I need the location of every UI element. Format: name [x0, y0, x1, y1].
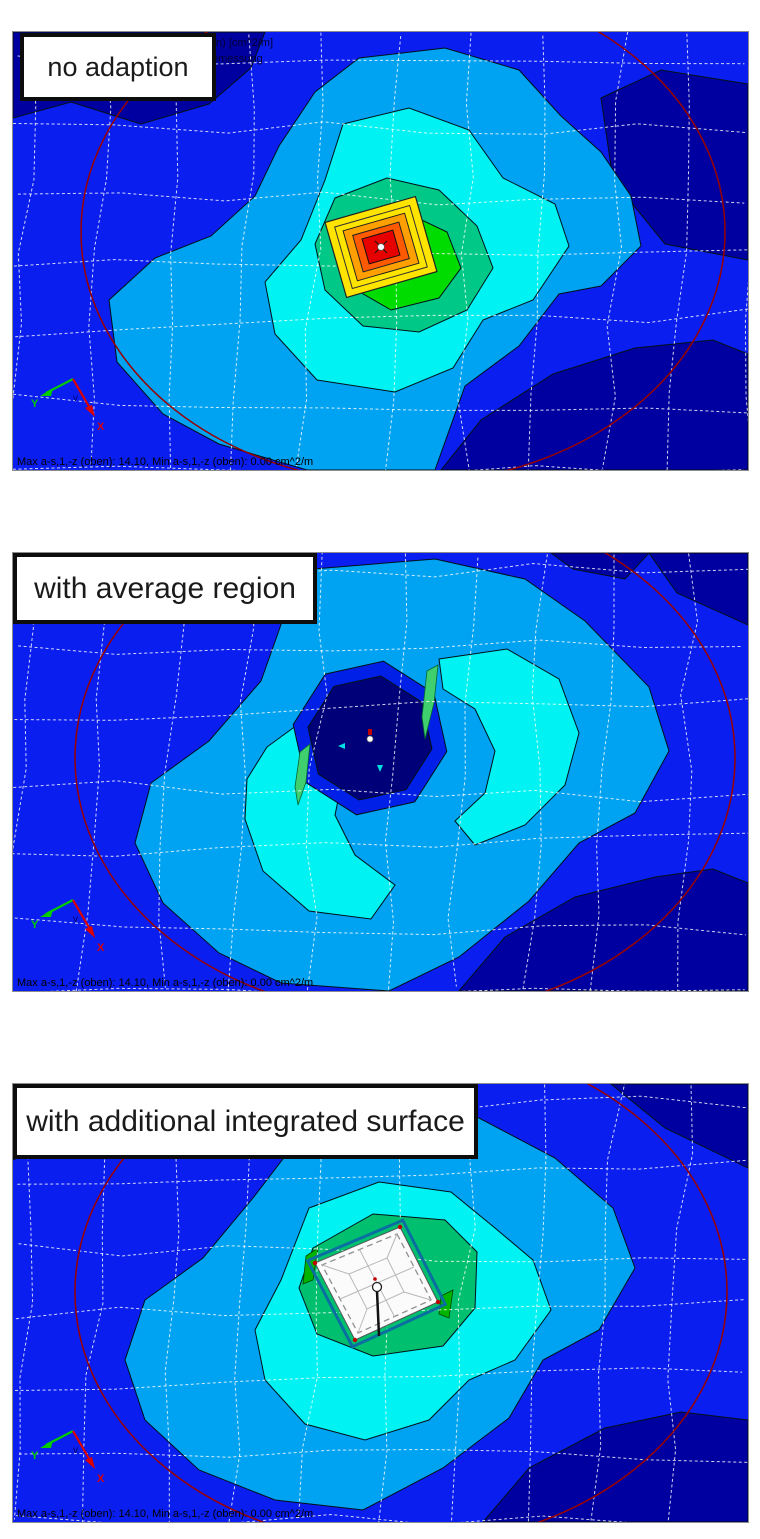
contour-navy-bottom-right: [482, 1411, 748, 1522]
mesh-line: [13, 832, 748, 857]
mesh-line: [81, 1084, 108, 1522]
x-axis-arrow: [85, 926, 95, 938]
y-axis-arrow: [40, 909, 53, 917]
mesh-line: [677, 553, 699, 991]
mesh-line: [14, 917, 746, 936]
mesh-line: [230, 34, 255, 470]
mesh-line: [13, 35, 37, 401]
load-arrow-line: [375, 1290, 381, 1337]
z-axis-label: v: [73, 914, 78, 925]
integrated-surface: [305, 1218, 448, 1349]
load-tick: [368, 729, 372, 735]
mesh-line: [522, 553, 549, 991]
corner-node: [352, 1337, 358, 1343]
x-axis-label: X: [97, 421, 105, 433]
mesh-line: [385, 36, 402, 470]
fe-mesh: [13, 553, 748, 991]
axes-triad: Y v X: [31, 378, 105, 433]
mesh-line: [17, 1159, 747, 1185]
mesh-line: [589, 553, 615, 991]
fe-mesh: [13, 32, 748, 470]
mesh-line: [13, 393, 748, 414]
panel-with-average-region: Y v X Max a-s,1,-z (oben): 14.10, Min a-…: [12, 552, 749, 992]
mesh-line: [384, 553, 408, 990]
mesh-line: [527, 1084, 547, 1522]
y-axis-label: Y: [31, 1450, 39, 1462]
surface-boundary-ellipse: [80, 32, 726, 470]
contour-green-sliver-right: [421, 664, 439, 740]
load-node-circle: [371, 1281, 383, 1293]
y-axis-arrow: [40, 388, 53, 396]
surface-boundary-ellipse: [74, 1084, 728, 1522]
y-axis-arrow: [40, 1440, 53, 1448]
mesh-line: [447, 557, 479, 987]
mesh-line: [667, 1084, 694, 1521]
mesh-line: [13, 465, 744, 470]
mesh-line: [666, 32, 690, 470]
x-axis-arrow: [85, 1457, 95, 1469]
z-axis-label: v: [73, 393, 78, 404]
contour-cyan-right-crescent: [438, 648, 580, 846]
node-marker: [377, 243, 385, 251]
axes-triad: Y v X: [31, 1430, 105, 1485]
mesh-line: [457, 32, 474, 470]
caption-label: with additional integrated surface: [26, 1104, 465, 1138]
mesh-line: [13, 780, 748, 803]
x-axis-label: X: [97, 942, 105, 954]
surface-boundary-ellipse: [74, 553, 736, 991]
status-max-min-text: Max a-s,1,-z (oben): 14.10, Min a-s,1,-z…: [17, 977, 313, 989]
contour-navy-top-right: [648, 553, 748, 626]
mesh-line: [88, 33, 112, 468]
mesh-line: [602, 32, 629, 469]
contour-navy-top-right: [610, 1084, 748, 1169]
caption-box-average-region: with average region: [13, 553, 317, 624]
caption-box-integrated-surface: with additional integrated surface: [13, 1084, 478, 1159]
mesh-line: [17, 191, 745, 206]
mesh-line: [296, 32, 324, 467]
y-axis-label: Y: [31, 398, 39, 410]
x-axis-label: X: [97, 1473, 105, 1485]
contour-plot-no-adaption: Y v X n) [cm^2/m] emessung Max a-s,1,-z …: [12, 31, 749, 471]
contour-navy-bottom-right: [458, 868, 748, 991]
surface-frame-teal: [305, 1218, 448, 1349]
mesh-line: [158, 553, 185, 990]
caption-box-no-adaption: no adaption: [20, 33, 216, 101]
x-axis-arrow: [85, 405, 95, 417]
mini-arrow-left: [338, 743, 345, 749]
status-max-min-text: Max a-s,1,-z (oben): 14.10, Min a-s,1,-z…: [17, 1508, 313, 1520]
mesh-line: [13, 121, 746, 135]
mesh-line: [13, 698, 748, 721]
corner-node: [435, 1299, 441, 1305]
z-axis-label: v: [73, 1445, 78, 1456]
axes-triad: Y v X: [31, 899, 105, 954]
mesh-line: [15, 1299, 744, 1320]
status-max-min-text: Max a-s,1,-z (oben): 14.10, Min a-s,1,-z…: [17, 456, 313, 468]
mesh-line: [75, 556, 116, 991]
y-axis-label: Y: [31, 919, 39, 931]
panel-no-adaption: Y v X n) [cm^2/m] emessung Max a-s,1,-z …: [12, 31, 749, 471]
contour-green-sliver-left: [294, 743, 311, 806]
legend-fragment-line2: emessung: [212, 53, 263, 65]
mesh-line: [18, 639, 743, 655]
panel-integrated-surface: Y v X Max a-s,1,-z (oben): 14.10, Min a-…: [12, 1083, 749, 1523]
caption-label: with average region: [34, 571, 296, 605]
contour-navy-top: [550, 553, 650, 580]
load-tick: [373, 1277, 377, 1281]
contour-plot-average-region: Y v X Max a-s,1,-z (oben): 14.10, Min a-…: [12, 552, 749, 992]
mesh-line: [527, 35, 546, 470]
mesh-line: [13, 249, 748, 267]
mesh-line: [14, 1367, 743, 1391]
caption-label: no adaption: [47, 51, 189, 82]
fe-mesh: [13, 1084, 748, 1522]
mesh-line: [18, 1448, 748, 1463]
corner-node: [312, 1260, 318, 1266]
mesh-line: [18, 1243, 746, 1263]
corner-node: [397, 1224, 403, 1230]
legend-fragment-line1: n) [cm^2/m]: [216, 37, 273, 49]
mini-arrow-down: [377, 765, 383, 772]
mesh-line: [305, 553, 328, 991]
node-marker: [366, 735, 374, 743]
